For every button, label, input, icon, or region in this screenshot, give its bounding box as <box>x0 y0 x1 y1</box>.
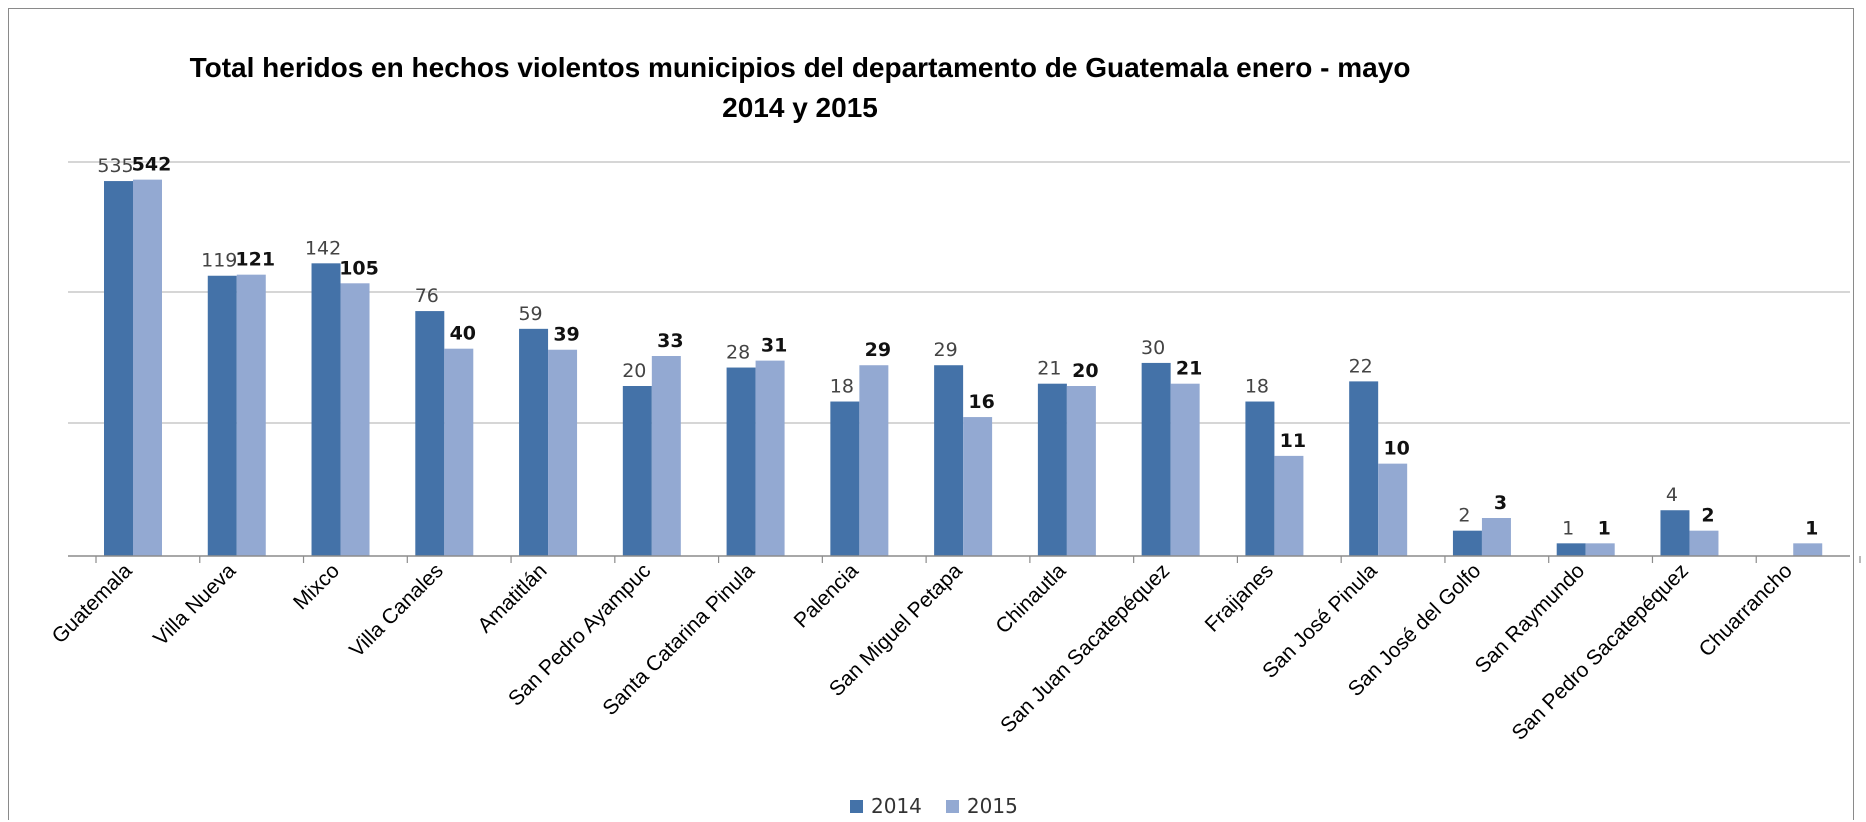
chart-title-block: Total heridos en hechos violentos munici… <box>0 48 1600 128</box>
data-label-2014-4: 59 <box>518 303 542 325</box>
data-label-2014-3: 76 <box>415 285 439 307</box>
data-label-2015-0: 542 <box>132 154 172 176</box>
category-label-3: Villa Canales <box>345 559 448 662</box>
bar-2015-0 <box>133 179 162 556</box>
data-label-2014-14: 1 <box>1562 517 1574 539</box>
data-label-2015-7: 29 <box>865 339 891 361</box>
data-label-2014-0: 535 <box>97 155 133 177</box>
chart-subtitle: 2014 y 2015 <box>722 92 878 123</box>
category-label-9: Chinautla <box>991 559 1070 638</box>
legend-item-2014: 2014 <box>850 794 922 818</box>
bar-2015-8 <box>963 417 993 556</box>
bar-2015-7 <box>859 365 889 556</box>
bar-2015-14 <box>1585 543 1615 556</box>
data-label-2014-10: 30 <box>1141 337 1165 359</box>
data-label-2014-2: 142 <box>305 237 341 259</box>
bar-2015-13 <box>1481 518 1511 556</box>
bar-2015-1 <box>236 274 266 556</box>
bar-2014-9 <box>1037 383 1067 556</box>
bar-2015-15 <box>1689 530 1719 556</box>
bar-2014-4 <box>519 328 549 556</box>
category-label-14: San Raymundo <box>1471 559 1590 678</box>
legend-swatch-2014 <box>850 799 863 813</box>
data-label-2014-8: 29 <box>934 339 958 361</box>
data-label-2015-8: 16 <box>968 391 994 413</box>
category-label-1: Villa Nueva <box>149 559 240 650</box>
bar-2014-6 <box>726 367 756 556</box>
bar-2014-7 <box>830 401 860 556</box>
data-label-2015-14: 1 <box>1598 517 1611 539</box>
data-label-2015-6: 31 <box>761 335 787 357</box>
category-label-4: Amatitlán <box>473 559 551 637</box>
bar-2014-5 <box>622 386 652 556</box>
bar-2015-11 <box>1274 455 1304 556</box>
bar-2014-10 <box>1141 362 1171 556</box>
category-label-15: San Pedro Sacatepéquez <box>1507 559 1693 745</box>
legend-swatch-2015 <box>945 799 959 813</box>
bar-2014-14 <box>1556 543 1586 556</box>
bar-2015-10 <box>1170 383 1200 556</box>
category-label-10: San Juan Sacatepéquez <box>996 559 1174 737</box>
data-label-2015-5: 33 <box>657 330 683 352</box>
chart-legend: 2014 2015 <box>850 794 1032 818</box>
category-label-2: Mixco <box>289 559 344 614</box>
bar-2015-4 <box>548 349 578 556</box>
chart-title: Total heridos en hechos violentos munici… <box>189 52 1411 83</box>
data-label-2015-12: 10 <box>1383 438 1409 460</box>
legend-label-2014: 2014 <box>871 794 922 818</box>
data-label-2014-11: 18 <box>1245 376 1269 398</box>
bar-2015-16 <box>1793 543 1823 556</box>
bar-2014-12 <box>1349 381 1379 556</box>
data-label-2014-9: 21 <box>1037 358 1061 380</box>
bar-2014-11 <box>1245 401 1275 556</box>
category-label-7: Palencia <box>790 559 863 632</box>
data-label-2014-15: 4 <box>1666 484 1678 506</box>
bar-2015-6 <box>755 360 785 556</box>
data-label-2015-9: 20 <box>1072 360 1098 382</box>
data-label-2015-15: 2 <box>1701 505 1714 527</box>
bar-2015-2 <box>340 283 370 556</box>
data-label-2015-4: 39 <box>553 324 579 346</box>
bar-2014-13 <box>1452 530 1482 556</box>
bar-2014-15 <box>1660 510 1690 556</box>
data-label-2014-13: 2 <box>1458 505 1470 527</box>
data-label-2015-2: 105 <box>339 257 379 279</box>
data-label-2014-7: 18 <box>830 376 854 398</box>
data-label-2015-13: 3 <box>1494 492 1507 514</box>
category-label-11: Fraijanes <box>1201 559 1278 636</box>
bar-2015-5 <box>651 356 681 556</box>
bar-2014-8 <box>934 365 964 556</box>
data-label-2015-3: 40 <box>450 323 476 345</box>
legend-item-2015: 2015 <box>945 794 1018 818</box>
bar-2014-2 <box>311 263 341 556</box>
data-label-2015-10: 21 <box>1176 358 1202 380</box>
data-label-2014-6: 28 <box>726 342 750 364</box>
category-label-16: Chuarrancho <box>1695 559 1797 661</box>
legend-label-2015: 2015 <box>966 794 1018 818</box>
data-label-2014-1: 119 <box>201 250 237 272</box>
data-label-2014-5: 20 <box>622 360 646 382</box>
data-label-2015-11: 11 <box>1280 430 1306 452</box>
bar-2014-1 <box>207 275 237 556</box>
bar-2015-9 <box>1066 386 1096 556</box>
data-label-2015-16: 1 <box>1805 517 1818 539</box>
category-label-0: Guatemala <box>48 559 137 648</box>
bar-2015-3 <box>444 348 474 556</box>
data-label-2015-1: 121 <box>235 249 275 271</box>
data-label-2014-12: 22 <box>1349 355 1373 377</box>
bar-2014-0 <box>104 181 133 556</box>
bar-2015-12 <box>1378 463 1408 556</box>
bar-2014-3 <box>415 311 445 556</box>
